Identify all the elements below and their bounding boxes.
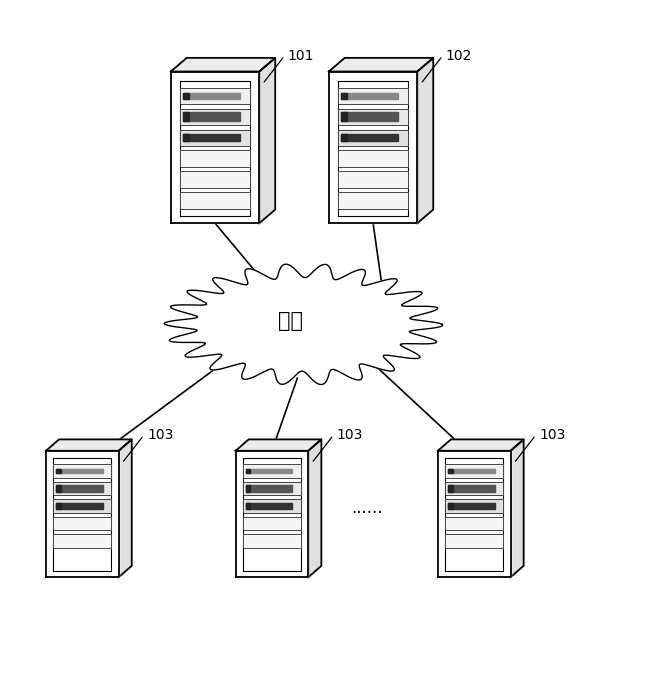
Polygon shape: [445, 516, 503, 530]
Polygon shape: [243, 482, 301, 495]
Polygon shape: [445, 458, 503, 571]
Polygon shape: [338, 88, 408, 104]
Polygon shape: [56, 503, 103, 509]
Polygon shape: [243, 499, 301, 513]
Polygon shape: [56, 468, 103, 473]
Polygon shape: [445, 534, 503, 547]
Polygon shape: [448, 503, 495, 509]
Polygon shape: [56, 485, 103, 492]
Polygon shape: [338, 171, 408, 187]
Polygon shape: [448, 468, 495, 473]
Polygon shape: [243, 534, 301, 547]
Polygon shape: [180, 88, 250, 104]
Polygon shape: [54, 499, 112, 513]
Polygon shape: [243, 464, 301, 478]
Polygon shape: [183, 134, 189, 142]
Polygon shape: [243, 516, 301, 530]
Polygon shape: [180, 129, 250, 146]
Polygon shape: [246, 503, 250, 509]
Polygon shape: [246, 468, 250, 473]
Text: 103: 103: [147, 428, 174, 442]
Polygon shape: [417, 58, 433, 223]
Polygon shape: [243, 458, 301, 571]
Polygon shape: [438, 451, 511, 577]
Text: 102: 102: [446, 49, 472, 63]
Polygon shape: [164, 264, 443, 385]
Polygon shape: [235, 439, 321, 451]
Polygon shape: [180, 171, 250, 187]
Polygon shape: [511, 439, 524, 577]
Polygon shape: [246, 468, 292, 473]
Polygon shape: [448, 485, 495, 492]
Polygon shape: [246, 485, 292, 492]
Polygon shape: [171, 58, 275, 71]
Polygon shape: [56, 468, 61, 473]
Polygon shape: [183, 93, 240, 98]
Polygon shape: [183, 113, 189, 121]
Text: 103: 103: [337, 428, 363, 442]
Polygon shape: [338, 192, 408, 208]
Polygon shape: [445, 499, 503, 513]
Polygon shape: [438, 439, 524, 451]
Polygon shape: [54, 458, 112, 571]
Polygon shape: [119, 439, 132, 577]
Polygon shape: [54, 464, 112, 478]
Polygon shape: [54, 516, 112, 530]
Polygon shape: [341, 113, 347, 121]
Polygon shape: [56, 503, 61, 509]
Polygon shape: [341, 93, 347, 98]
Polygon shape: [329, 71, 417, 223]
Polygon shape: [56, 485, 61, 492]
Polygon shape: [180, 81, 250, 216]
Polygon shape: [180, 192, 250, 208]
Polygon shape: [341, 93, 398, 98]
Polygon shape: [246, 485, 250, 492]
Text: ......: ......: [351, 499, 382, 517]
Text: 101: 101: [288, 49, 314, 63]
Polygon shape: [448, 468, 453, 473]
Polygon shape: [46, 439, 132, 451]
Polygon shape: [54, 534, 112, 547]
Polygon shape: [448, 485, 453, 492]
Polygon shape: [448, 503, 453, 509]
Polygon shape: [235, 451, 308, 577]
Polygon shape: [183, 113, 240, 121]
Text: 103: 103: [539, 428, 566, 442]
Polygon shape: [341, 134, 347, 142]
Polygon shape: [329, 58, 433, 71]
Polygon shape: [180, 109, 250, 125]
Polygon shape: [338, 81, 408, 216]
Polygon shape: [183, 134, 240, 142]
Polygon shape: [445, 482, 503, 495]
Polygon shape: [341, 113, 398, 121]
Polygon shape: [54, 482, 112, 495]
Polygon shape: [341, 134, 398, 142]
Polygon shape: [183, 93, 189, 98]
Polygon shape: [171, 71, 259, 223]
Polygon shape: [338, 129, 408, 146]
Polygon shape: [338, 109, 408, 125]
Polygon shape: [338, 150, 408, 166]
Text: 网络: 网络: [279, 311, 303, 331]
Polygon shape: [259, 58, 275, 223]
Polygon shape: [445, 464, 503, 478]
Polygon shape: [46, 451, 119, 577]
Polygon shape: [308, 439, 321, 577]
Polygon shape: [180, 150, 250, 166]
Polygon shape: [246, 503, 292, 509]
